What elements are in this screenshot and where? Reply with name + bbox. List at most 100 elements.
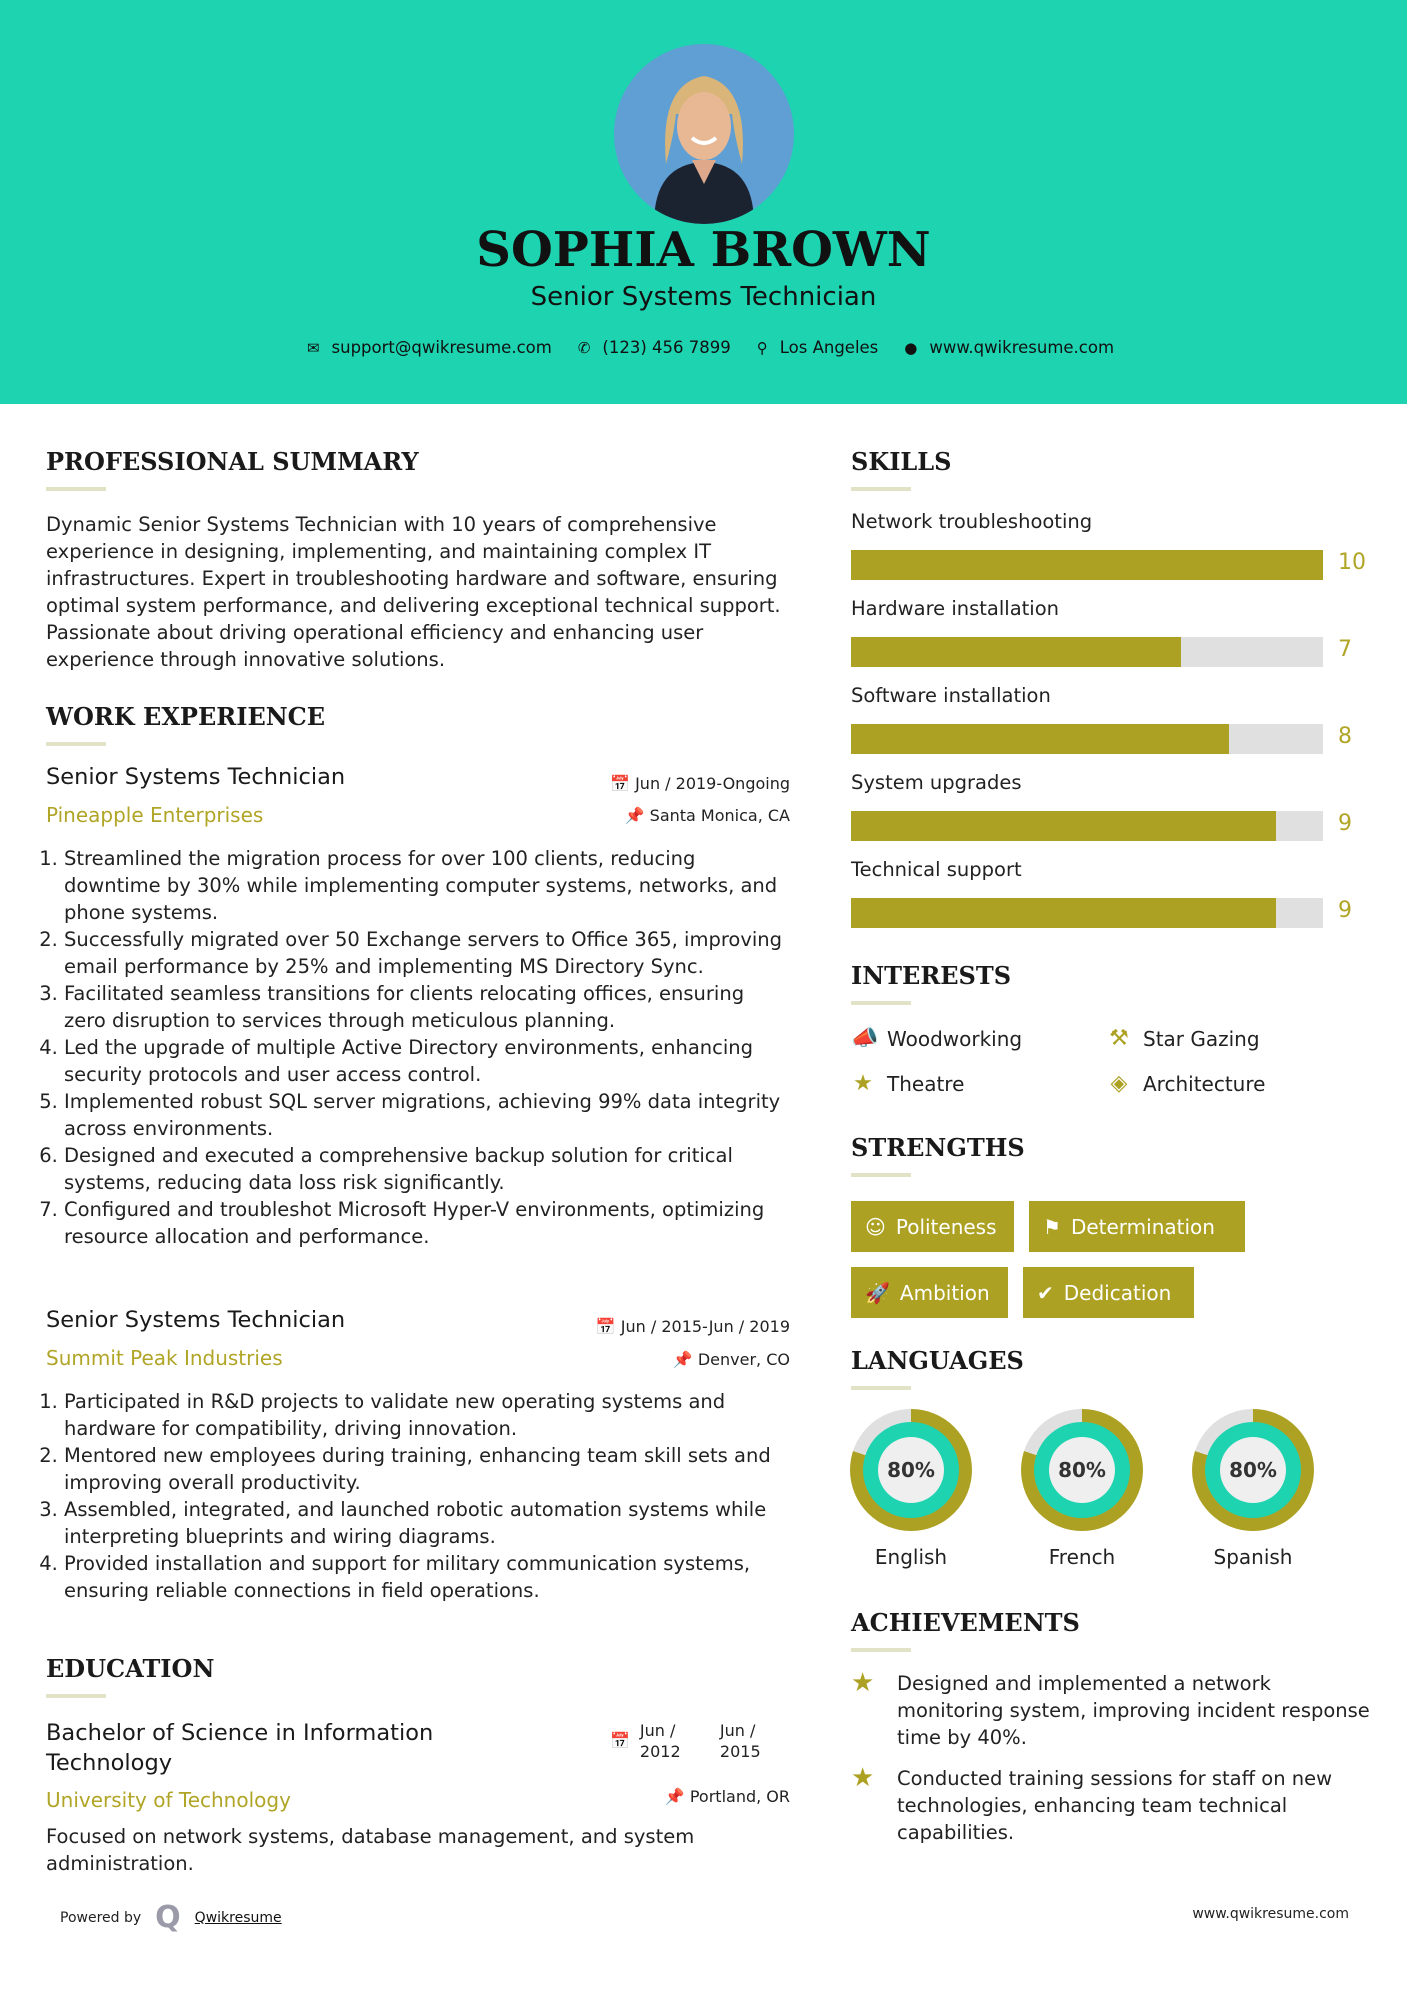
list-item: Mentored new employees during training, … [64,1442,786,1496]
skill-bar-fill [851,811,1276,841]
calendar-icon: 📅 [610,1731,630,1750]
job-location-text: Santa Monica, CA [649,806,790,825]
list-item: Successfully migrated over 50 Exchange s… [64,926,786,980]
skill-bar-fill [851,637,1182,667]
skill-bar-fill [851,550,1323,580]
resume-header: SOPHIA BROWN Senior Systems Technician ✉… [0,0,1407,404]
job-title: Senior Systems Technician [46,1307,346,1333]
job-dates: 📅 Jun / 2015-Jun / 2019 [596,1317,790,1336]
skill-level: 8 [1338,724,1352,749]
job-bullets: Participated in R&D projects to validate… [46,1388,786,1604]
summary-heading: PROFESSIONAL SUMMARY [46,447,419,491]
job-dates: 📅 Jun / 2019-Ongoing [610,774,790,793]
achievement-text: Conducted training sessions for staff on… [897,1767,1333,1844]
education-start: Jun / 2012 [639,1721,681,1761]
calendar-icon: 📅 [610,774,636,793]
list-item: Assembled, integrated, and launched robo… [64,1496,786,1550]
powered-by: Powered by Q Qwikresume [60,1900,282,1935]
job-title: Senior Systems Technician [46,764,346,790]
interest-item: 📣 Woodworking [851,1026,1022,1051]
star-icon: ★ [853,1071,873,1096]
achievements-heading: ACHIEVEMENTS [851,1608,1080,1652]
language-percent: 80% [1220,1437,1286,1503]
footer-website[interactable]: www.qwikresume.com [1192,1906,1349,1922]
skill-label: System upgrades [851,771,1022,794]
education-end: Jun / 2015 [719,1721,761,1761]
interest-item: ◈ Architecture [1107,1071,1266,1096]
list-item: Implemented robust SQL server migrations… [64,1088,786,1142]
list-item: Provided installation and support for mi… [64,1550,786,1604]
strength-label: Dedication [1063,1280,1172,1305]
education-location: 📌 Portland, OR [665,1787,790,1806]
contact-email[interactable]: support@qwikresume.com [331,338,552,357]
language-name: Spanish [1213,1545,1293,1569]
skill-label: Software installation [851,684,1051,707]
star-burst-icon: ★ [851,1668,875,1698]
job-location: 📌 Santa Monica, CA [625,806,790,825]
globe-icon: ● [904,338,918,357]
phone-icon: ✆ [577,338,591,357]
achievement-item: ★ Designed and implemented a network moni… [851,1670,1371,1751]
list-item: Participated in R&D projects to validate… [64,1388,786,1442]
job-location: 📌 Denver, CO [673,1350,790,1369]
education-dates: 📅 Jun / 2012 Jun / 2015 [610,1720,772,1762]
language-donut: 80% [850,1409,972,1531]
strengths-heading: STRENGTHS [851,1133,1025,1177]
job-dates-text: Jun / 2019-Ongoing [635,774,790,793]
candidate-title: Senior Systems Technician [530,282,877,312]
interest-item: ⚒ Star Gazing [1107,1026,1260,1051]
job-company: Summit Peak Industries [46,1346,283,1370]
achievement-item: ★ Conducted training sessions for staff o… [851,1765,1371,1846]
skill-bar [851,724,1323,754]
gavel-icon: ⚒ [1109,1026,1129,1051]
contact-phone[interactable]: (123) 456 7899 [602,338,731,357]
language-donut: 80% [1192,1409,1314,1531]
skills-heading: SKILLS [851,447,952,491]
interest-label: Star Gazing [1143,1026,1260,1051]
language-percent: 80% [1049,1437,1115,1503]
language-name: French [1048,1545,1116,1569]
language-percent: 80% [878,1437,944,1503]
skill-bar-fill [851,898,1276,928]
job-bullets: Streamlined the migration process for ov… [46,845,786,1250]
list-item: Led the upgrade of multiple Active Direc… [64,1034,786,1088]
strength-tag: ☺ Politeness [851,1201,1014,1252]
education-location-text: Portland, OR [689,1787,790,1806]
skill-bar [851,898,1323,928]
language-donut: 80% [1021,1409,1143,1531]
flag-icon: ⚑ [1043,1214,1061,1239]
pushpin-icon: 📌 [664,1787,690,1806]
school-name: University of Technology [46,1788,291,1812]
achievement-text: Designed and implemented a network monit… [897,1672,1370,1749]
profile-photo [614,44,794,224]
skill-bar [851,550,1323,580]
strength-label: Politeness [895,1214,997,1239]
candidate-name: SOPHIA BROWN [476,222,931,278]
contact-location: Los Angeles [779,338,879,357]
interest-label: Theatre [887,1071,965,1096]
powered-by-label: Powered by [60,1909,142,1926]
language-name: English [874,1545,948,1569]
list-item: Facilitated seamless transitions for cli… [64,980,786,1034]
degree-title: Bachelor of Science in Information Techn… [46,1720,434,1776]
job-location-text: Denver, CO [697,1350,790,1369]
interests-heading: INTERESTS [851,961,1012,1005]
strength-label: Ambition [899,1280,990,1305]
languages-heading: LANGUAGES [851,1346,1024,1390]
pushpin-icon: 📌 [624,806,650,825]
summary-text: Dynamic Senior Systems Technician with 1… [46,513,781,671]
strength-label: Determination [1070,1214,1215,1239]
list-item: Streamlined the migration process for ov… [64,845,786,926]
strength-tag: ✔ Dedication [1023,1267,1194,1318]
experience-heading: WORK EXPERIENCE [46,702,326,746]
skill-label: Hardware installation [851,597,1060,620]
skill-bar-fill [851,724,1229,754]
pushpin-icon: 📌 [672,1350,698,1369]
envelope-icon: ✉ [306,338,320,357]
list-item: Designed and executed a comprehensive ba… [64,1142,786,1196]
qwikresume-link[interactable]: Qwikresume [194,1909,282,1926]
education-description: Focused on network systems, database man… [46,1825,695,1875]
skill-label: Network troubleshooting [851,510,1093,533]
map-pin-icon: ⚲ [756,338,768,357]
contact-website[interactable]: www.qwikresume.com [929,338,1115,357]
